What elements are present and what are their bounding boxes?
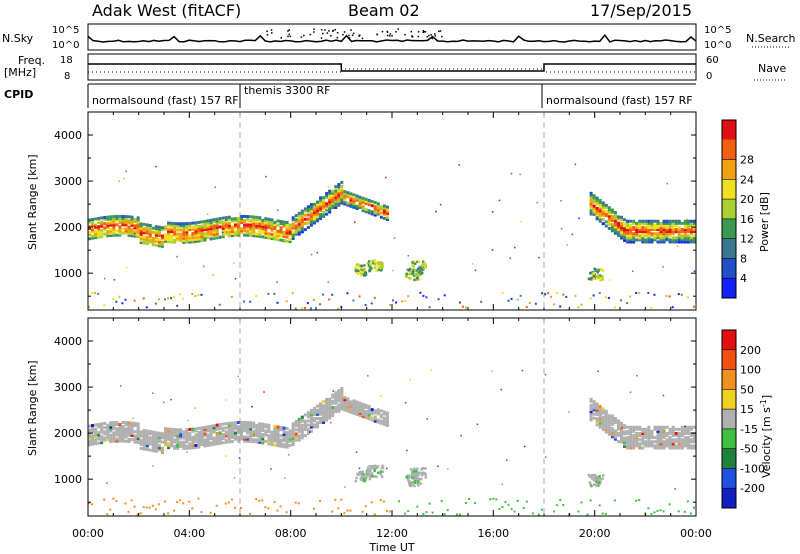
beam-title: Beam 02 bbox=[348, 1, 420, 20]
x-tick-label: 04:00 bbox=[173, 527, 205, 540]
nsky-trace bbox=[87, 33, 697, 43]
colorbar-swatch bbox=[722, 238, 736, 259]
nsearch-dots bbox=[266, 28, 443, 40]
colorbar-tick-label: 12 bbox=[740, 233, 754, 246]
colorbar-swatch bbox=[722, 278, 736, 298]
colorbar-swatch bbox=[722, 258, 736, 279]
nave-label: Nave bbox=[758, 62, 786, 75]
colorbar-tick-label: -50 bbox=[740, 443, 758, 456]
velocity-heatmap bbox=[88, 369, 696, 516]
y-tick-label: 4000 bbox=[54, 335, 82, 348]
colorbar-tick-label: -200 bbox=[740, 482, 765, 495]
colorbar-tick-label: 28 bbox=[740, 154, 754, 167]
freq-trace bbox=[88, 63, 696, 72]
nsky-tick-bottom: 10^0 bbox=[52, 40, 79, 51]
xlabel: Time UT bbox=[368, 541, 414, 554]
y-tick-label: 3000 bbox=[54, 381, 82, 394]
colorbar-tick-label: 20 bbox=[740, 193, 754, 206]
y-tick-label: 2000 bbox=[54, 427, 82, 440]
colorbar-tick-label: 4 bbox=[740, 272, 747, 285]
colorbar-swatch bbox=[722, 488, 736, 508]
y-tick-label: 1000 bbox=[54, 473, 82, 486]
nsky-panel bbox=[87, 23, 697, 51]
y-tick-label: 4000 bbox=[54, 129, 82, 142]
nsearch-tick-top: 10^5 bbox=[704, 25, 731, 36]
colorbar-swatch bbox=[722, 349, 736, 370]
velocity-colorbar: 200 100 50 15 -15 -50 -100 -200 bbox=[721, 329, 765, 509]
colorbar-tick-label: -15 bbox=[740, 423, 758, 436]
colorbar-swatch bbox=[722, 448, 736, 469]
x-tick-label: 20:00 bbox=[579, 527, 611, 540]
colorbar-swatch bbox=[722, 199, 736, 219]
colorbar-swatch bbox=[722, 468, 736, 489]
colorbar-swatch bbox=[722, 120, 736, 140]
time-x-axis: 00:00 04:00 08:00 12:00 16:00 20:00 00:00 bbox=[72, 527, 712, 540]
freq-label-2: [MHz] bbox=[4, 66, 36, 79]
cpid-segment-3: normalsound (fast) 157 RF bbox=[546, 94, 693, 107]
colorbar-swatch bbox=[722, 409, 736, 429]
nsearch-label: N.Search bbox=[746, 32, 796, 45]
colorbar-swatch bbox=[722, 139, 736, 160]
cpid-label: CPID bbox=[4, 88, 33, 101]
colorbar-swatch bbox=[722, 159, 736, 180]
colorbar-swatch bbox=[722, 369, 736, 390]
colorbar-tick-label: 15 bbox=[740, 403, 754, 416]
colorbar-swatch bbox=[722, 218, 736, 239]
x-tick-label: 12:00 bbox=[376, 527, 408, 540]
power-cbar-label: Power [dB] bbox=[758, 192, 771, 252]
velocity-y-axis: 1000 2000 3000 4000 bbox=[54, 318, 697, 516]
velocity-cbar-label: Velocity [m s-1] bbox=[759, 395, 773, 478]
cpid-segment-2: themis 3300 RF bbox=[244, 84, 331, 97]
power-heatmap bbox=[88, 163, 696, 310]
nave-tick-bottom: 0 bbox=[706, 71, 712, 82]
x-tick-label: 00:00 bbox=[72, 527, 104, 540]
date-title: 17/Sep/2015 bbox=[590, 1, 692, 20]
x-tick-label: 16:00 bbox=[477, 527, 509, 540]
colorbar-swatch bbox=[722, 330, 736, 350]
nsky-tick-top: 10^5 bbox=[52, 25, 79, 36]
colorbar-tick-label: 8 bbox=[740, 252, 747, 265]
power-ylabel: Slant Range [km] bbox=[26, 154, 39, 250]
x-tick-label: 00:00 bbox=[680, 527, 712, 540]
station-title: Adak West (fitACF) bbox=[92, 1, 241, 20]
freq-label-1: Freq. bbox=[18, 54, 45, 67]
cpid-change-markers bbox=[239, 112, 545, 516]
cpid-segment-1: normalsound (fast) 157 RF bbox=[92, 94, 239, 107]
colorbar-tick-label: 100 bbox=[740, 364, 761, 377]
colorbar-swatch bbox=[722, 428, 736, 449]
nsearch-tick-bottom: 10^0 bbox=[704, 40, 731, 51]
y-tick-label: 1000 bbox=[54, 267, 82, 280]
colorbar-tick-label: 200 bbox=[740, 344, 761, 357]
colorbar-swatch bbox=[722, 389, 736, 410]
nave-tick-top: 60 bbox=[706, 55, 719, 66]
colorbar-tick-label: 24 bbox=[740, 173, 754, 186]
nsky-label: N.Sky bbox=[2, 32, 34, 45]
colorbar-tick-label: 16 bbox=[740, 213, 754, 226]
colorbar-tick-label: -100 bbox=[740, 462, 765, 475]
power-y-axis: 1000 2000 3000 4000 bbox=[54, 112, 697, 310]
power-colorbar: 4 8 12 16 20 24 28 bbox=[721, 119, 754, 299]
freq-panel bbox=[87, 53, 697, 81]
y-tick-label: 2000 bbox=[54, 221, 82, 234]
y-tick-label: 3000 bbox=[54, 175, 82, 188]
x-tick-label: 08:00 bbox=[275, 527, 307, 540]
colorbar-swatch bbox=[722, 179, 736, 200]
freq-tick-top: 18 bbox=[60, 55, 73, 66]
freq-tick-bottom: 8 bbox=[64, 71, 70, 82]
colorbar-tick-label: 50 bbox=[740, 383, 754, 396]
velocity-ylabel: Slant Range [km] bbox=[26, 360, 39, 456]
